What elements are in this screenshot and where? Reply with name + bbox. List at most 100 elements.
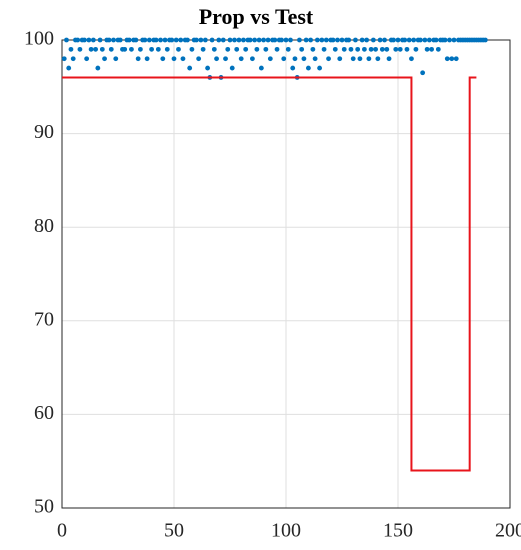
scatter-point [377, 37, 383, 43]
scatter-point [178, 37, 184, 43]
scatter-point [198, 37, 204, 43]
scatter-point [194, 37, 199, 43]
scatter-point [384, 46, 390, 52]
scatter-point [142, 37, 148, 43]
scatter-point [442, 37, 448, 43]
x-tick-label: 50 [164, 520, 184, 542]
scatter-point [61, 56, 67, 62]
scatter-point [209, 37, 215, 43]
scatter-point [306, 65, 311, 71]
scatter-point [252, 37, 258, 43]
scatter-point [106, 37, 112, 43]
scatter-point [335, 37, 340, 43]
scatter-point [64, 37, 69, 43]
scatter-point [279, 37, 284, 43]
scatter-point [82, 37, 87, 43]
scatter-point [435, 46, 441, 52]
scatter-point [308, 37, 314, 43]
scatter-point [169, 37, 175, 43]
scatter-point [144, 56, 150, 62]
scatter-point [232, 37, 237, 43]
scatter-point [238, 56, 244, 62]
x-tick-label: 100 [271, 520, 301, 542]
scatter-point [397, 46, 403, 52]
scatter-point [86, 37, 92, 43]
scatter-point [196, 56, 202, 62]
scatter-point [422, 37, 428, 43]
scatter-point [216, 37, 222, 43]
scatter-point [395, 37, 401, 43]
scatter-point [332, 46, 338, 52]
scatter-point [314, 37, 320, 43]
scatter-point [411, 37, 417, 43]
scatter-point [319, 37, 325, 43]
scatter-point [362, 46, 367, 52]
scatter-point [225, 46, 231, 52]
scatter-point [256, 37, 262, 43]
scatter-point [370, 37, 376, 43]
line [62, 76, 477, 472]
scatter-point [189, 46, 195, 52]
scatter-point [234, 46, 240, 52]
scatter-point [447, 37, 452, 43]
scatter-point [420, 70, 426, 76]
scatter-point [449, 56, 455, 62]
scatter-point [321, 46, 327, 52]
scatter-point [341, 46, 347, 52]
scatter-point [413, 46, 419, 52]
x-tick-label: 0 [57, 520, 67, 542]
y-tick-label: 60 [34, 402, 54, 424]
scatter-point [348, 46, 354, 52]
scatter-point [99, 46, 105, 52]
scatter-point [444, 56, 450, 62]
scatter-point [359, 37, 365, 43]
scatter-point [265, 37, 271, 43]
y-tick-label: 100 [24, 28, 54, 50]
scatter-point [451, 37, 457, 43]
scatter-point [409, 56, 414, 62]
scatter-point [330, 37, 336, 43]
scatter-point [261, 37, 266, 43]
scatter-point [75, 37, 81, 43]
scatter-point [391, 37, 396, 43]
scatter-point [138, 46, 143, 52]
scatter-point [247, 37, 253, 43]
scatter-point [290, 65, 296, 71]
scatter-point [229, 65, 235, 71]
scatter-point [117, 37, 123, 43]
scatter-point [205, 65, 211, 71]
scatter-point [429, 46, 434, 52]
scatter-point [433, 37, 439, 43]
scatter-point [77, 46, 83, 52]
y-tick-label: 50 [34, 496, 54, 518]
scatter-point [95, 65, 101, 71]
scatter-point [211, 46, 217, 52]
scatter-point [292, 56, 298, 62]
scatter-point [339, 37, 345, 43]
scatter-point [88, 46, 94, 52]
scatter-point [102, 56, 107, 62]
scatter-point [200, 46, 206, 52]
scatter-point [108, 46, 114, 52]
scatter-point [337, 56, 343, 62]
scatter-point [187, 65, 193, 71]
scatter-point [133, 37, 139, 43]
scatter-point [386, 56, 392, 62]
scatter-point [214, 56, 219, 62]
y-tick-label: 80 [34, 215, 54, 237]
scatter-point [227, 37, 233, 43]
scatter-point [146, 37, 152, 43]
scatter-point [173, 37, 179, 43]
scatter-point [158, 37, 163, 43]
scatter-point [263, 46, 269, 52]
scatter-point [418, 37, 423, 43]
scatter-point [155, 46, 161, 52]
scatter-point [424, 46, 430, 52]
scatter-point [375, 56, 381, 62]
scatter-point [404, 46, 410, 52]
scatter-point [393, 46, 399, 52]
scatter-point [180, 56, 186, 62]
scatter-point [185, 37, 190, 43]
scatter-point [243, 46, 249, 52]
